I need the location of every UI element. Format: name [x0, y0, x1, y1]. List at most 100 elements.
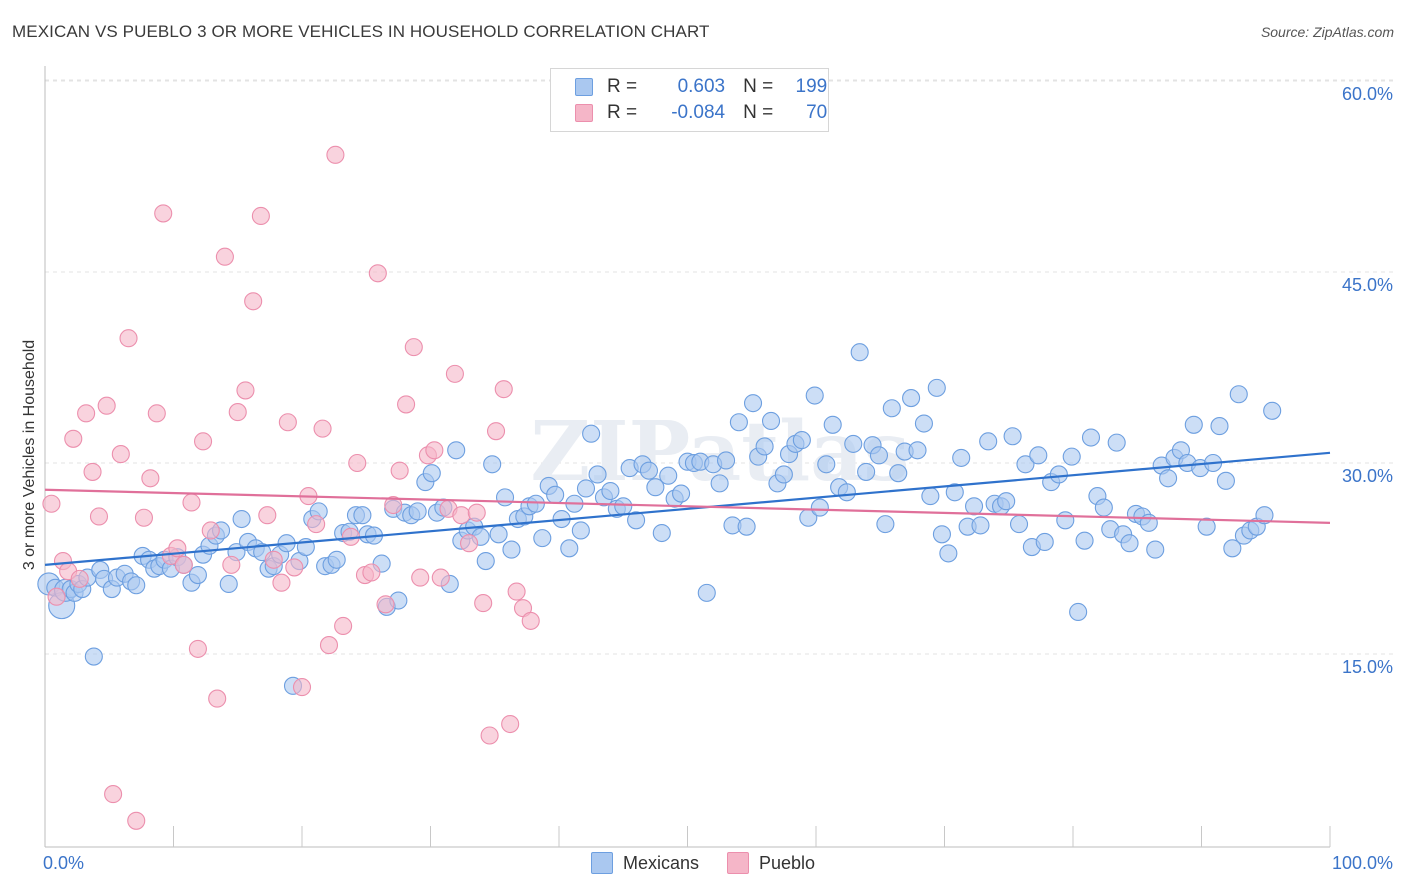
- mexicans-trend-line: [44, 451, 1331, 566]
- chart-title: MEXICAN VS PUEBLO 3 OR MORE VEHICLES IN …: [12, 22, 710, 41]
- mexicans-point: [857, 462, 876, 481]
- legend-label-mexicans: Mexicans: [622, 852, 699, 873]
- pueblo-point: [494, 380, 513, 399]
- mexicans-point: [965, 497, 984, 516]
- mexicans-point: [932, 525, 951, 544]
- stats-swatch-mexicans: [575, 78, 593, 96]
- pueblo-point: [83, 462, 102, 481]
- legend-swatch-mexicans: [590, 852, 613, 874]
- x-tick-label: 0.0%: [43, 853, 84, 873]
- pueblo-point: [104, 785, 123, 804]
- pueblo-point: [348, 453, 367, 473]
- mexicans-point: [908, 441, 927, 460]
- mexicans-point: [1146, 540, 1165, 559]
- mexicans-point: [979, 432, 998, 451]
- stats-row-mexicans: R = 0.603 N = 199: [575, 74, 827, 100]
- mexicans-point: [805, 386, 824, 405]
- pueblo-point: [141, 469, 160, 488]
- mexicans-point: [817, 455, 836, 474]
- pueblo-point: [452, 506, 471, 525]
- pueblo-trend-line: [44, 488, 1331, 524]
- pueblo-point: [154, 204, 173, 223]
- y-axis-title: 3 or more Vehicles in Household: [21, 339, 38, 571]
- mexicans-point: [710, 474, 729, 493]
- pueblo-point: [119, 329, 138, 348]
- mexicans-point: [232, 509, 251, 529]
- legend-item-mexicans[interactable]: Mexicans: [590, 852, 699, 874]
- pueblo-point: [474, 594, 493, 613]
- pueblo-point: [147, 404, 166, 423]
- mexicans-point: [1049, 465, 1068, 484]
- mexicans-point: [84, 647, 103, 666]
- pueblo-point: [431, 568, 450, 587]
- mexicans-point: [1075, 531, 1094, 550]
- source-label: Source: ZipAtlas.com: [1260, 24, 1394, 40]
- mexicans-point: [614, 497, 633, 516]
- pueblo-point: [390, 461, 409, 480]
- mexicans-point: [646, 478, 665, 497]
- grid-lines: [45, 79, 1395, 655]
- mexicans-point: [1107, 433, 1126, 452]
- mexicans-point: [1223, 539, 1242, 558]
- pueblo-point: [285, 558, 304, 577]
- mexicans-point: [127, 576, 146, 595]
- mexicans-point: [939, 544, 958, 563]
- pueblo-point: [459, 534, 479, 553]
- pueblo-point: [111, 445, 130, 464]
- y-tick-label: 30.0%: [1342, 466, 1393, 486]
- pueblo-point: [42, 494, 61, 513]
- mexicans-point: [1159, 469, 1178, 488]
- pueblo-point: [376, 595, 395, 614]
- mexicans-point: [882, 399, 901, 418]
- mexicans-point: [945, 483, 964, 502]
- pueblo-point: [368, 264, 387, 283]
- mexicans-point: [1263, 401, 1282, 420]
- mexicans-point: [188, 566, 207, 585]
- pueblo-point: [507, 582, 526, 601]
- pueblo-point: [384, 495, 403, 515]
- mexicans-point: [1229, 385, 1248, 404]
- mexicans-point: [327, 550, 346, 569]
- mexicans-point: [1016, 455, 1035, 474]
- mexicans-point: [1210, 417, 1229, 436]
- mexicans-point: [1120, 534, 1139, 553]
- mexicans-point: [952, 448, 971, 467]
- pueblo-point: [215, 247, 234, 266]
- mexicans-point: [844, 434, 863, 453]
- mexicans-point: [997, 492, 1016, 511]
- pueblo-point: [201, 521, 220, 540]
- mexicans-point: [1255, 506, 1274, 525]
- mexicans-point: [810, 498, 829, 517]
- pueblo-point: [264, 550, 283, 569]
- pueblo-point: [480, 726, 499, 745]
- pueblo-point: [319, 636, 339, 655]
- mexicans-point: [761, 411, 781, 431]
- n-label: N =: [743, 76, 774, 97]
- mexicans-point: [672, 484, 691, 503]
- pueblo-point: [70, 569, 89, 588]
- pueblo-point: [397, 395, 416, 414]
- n-value: 70: [806, 102, 828, 123]
- mexicans-point: [792, 431, 811, 450]
- pueblo-point: [97, 396, 116, 415]
- mexicans-point: [1062, 447, 1081, 466]
- y-tick-label: 45.0%: [1342, 275, 1393, 295]
- mexicans-point: [1081, 428, 1101, 447]
- y-tick-label: 60.0%: [1342, 84, 1393, 104]
- pueblo-point: [188, 639, 207, 658]
- pueblo-point: [134, 508, 153, 527]
- mexicans-point: [588, 465, 607, 484]
- mexicans-point: [1094, 498, 1113, 517]
- pueblo-point: [445, 364, 464, 383]
- mexicans-point: [921, 487, 940, 506]
- pueblo-point: [307, 515, 326, 534]
- legend-item-pueblo[interactable]: Pueblo: [726, 852, 815, 874]
- pueblo-point: [292, 678, 312, 697]
- mexicans-point: [823, 415, 842, 434]
- mexicans-point: [639, 461, 659, 480]
- mexicans-point: [408, 502, 427, 521]
- trend-lines: [44, 451, 1331, 566]
- mexicans-point: [533, 529, 552, 548]
- r-value: -0.084: [671, 102, 726, 123]
